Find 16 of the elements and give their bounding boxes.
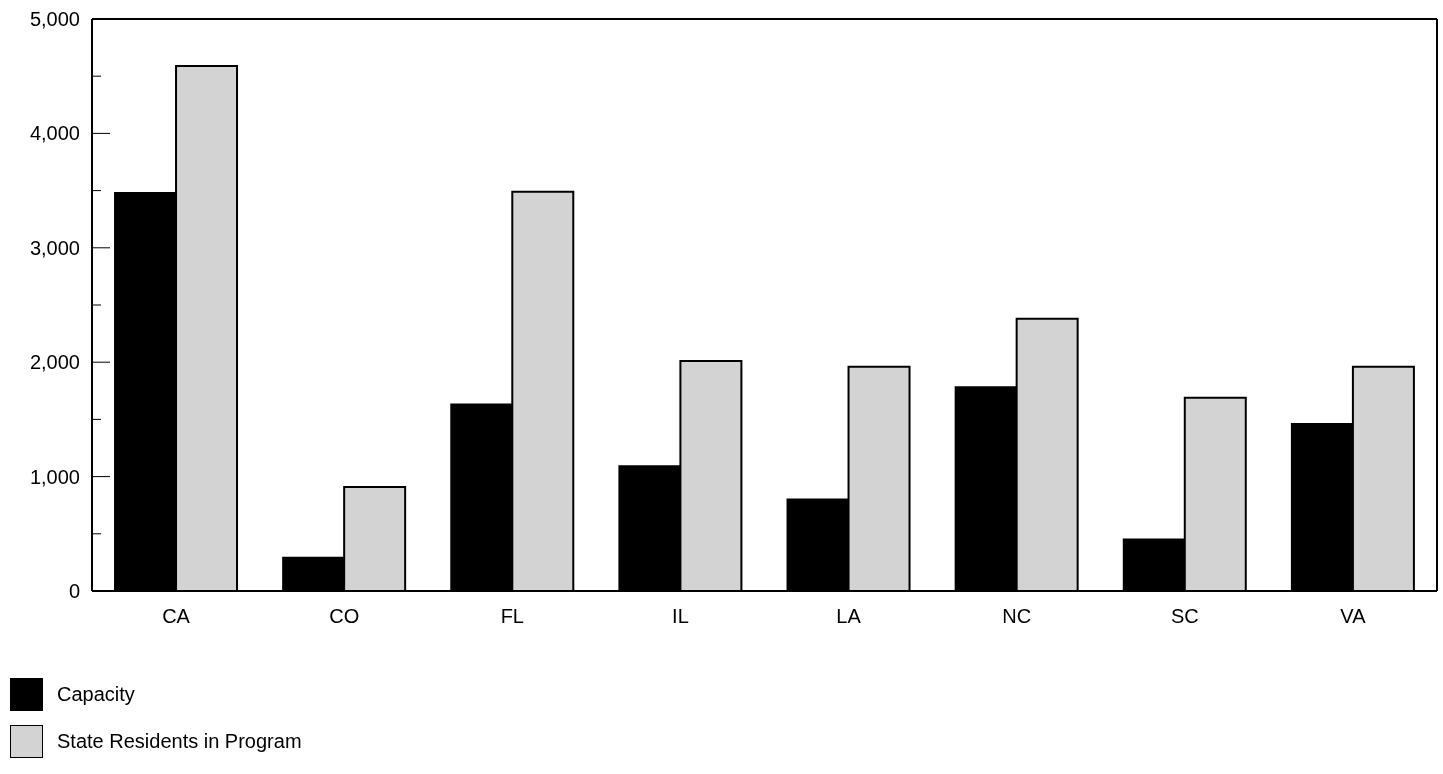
y-tick-label: 2,000: [29, 351, 80, 374]
x-tick-label: CO: [329, 605, 360, 628]
x-tick-label: LA: [836, 605, 862, 628]
x-tick-label: CA: [162, 605, 191, 628]
x-tick-label: VA: [1340, 605, 1367, 628]
y-tick-label: 5,000: [29, 8, 80, 30]
y-tick-label: 3,000: [29, 236, 80, 259]
legend-label: State Residents in Program: [57, 730, 302, 753]
x-tick-label: SC: [1170, 605, 1199, 628]
y-tick-label: 4,000: [29, 122, 80, 145]
x-tick-label: IL: [672, 605, 689, 628]
y-tick-label: 1,000: [29, 465, 80, 488]
y-tick-label: 0: [68, 580, 80, 602]
x-tick-label: NC: [1002, 605, 1032, 628]
x-tick-label: FL: [500, 605, 524, 628]
legend-label: Capacity: [57, 683, 135, 706]
